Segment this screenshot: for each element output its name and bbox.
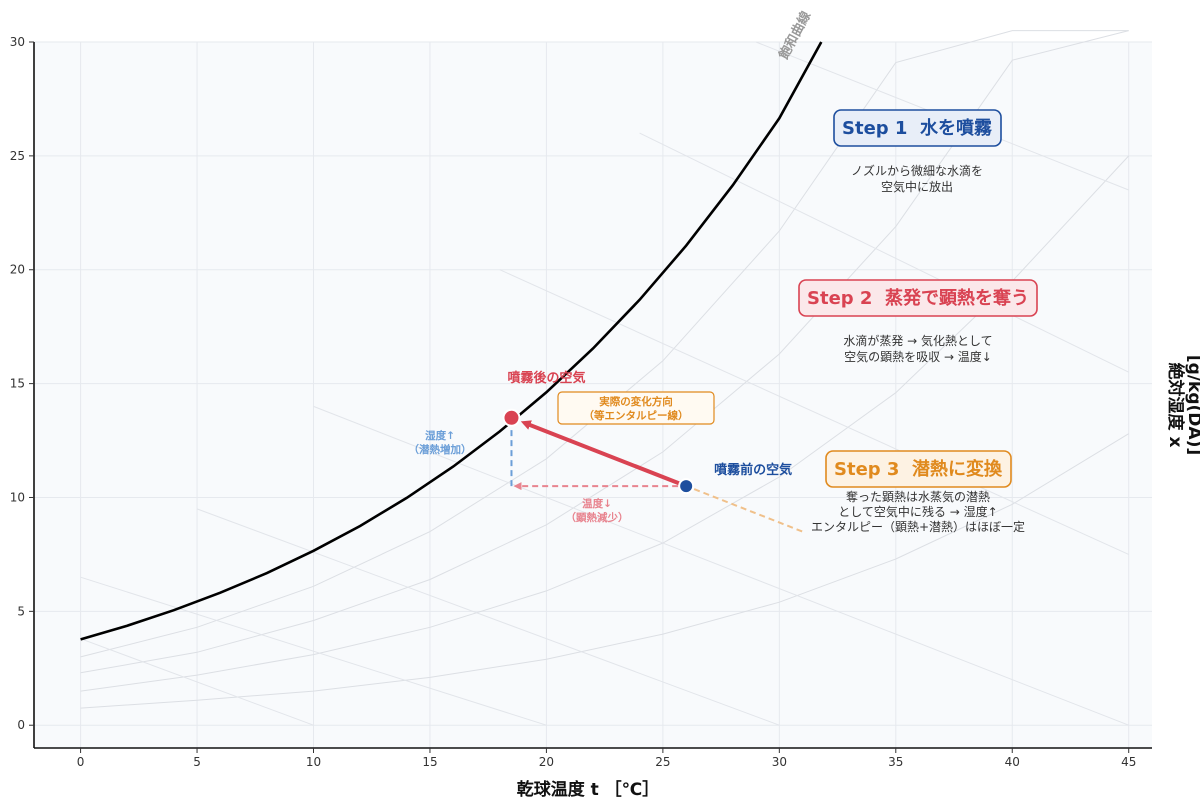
temperature-decrease-note: 温度↓ （顕熱減少） <box>566 497 629 524</box>
point-after-spray <box>502 408 521 427</box>
step2-box <box>798 279 1038 317</box>
x-tick-label: 20 <box>539 755 554 769</box>
enthalpy-line <box>639 132 1129 373</box>
x-tick-label: 0 <box>77 755 85 769</box>
x-tick-label: 10 <box>306 755 321 769</box>
step1-title: Step 1 水を噴霧 <box>842 117 993 139</box>
actual-direction-line1: 実際の変化方向 <box>599 395 673 408</box>
change-direction-arrow <box>520 420 687 488</box>
enthalpy-line <box>80 638 314 726</box>
step3-desc-line1: 奪った顕熱は水蒸気の潜熱 <box>846 489 990 504</box>
y-tick-label: 10 <box>10 490 25 504</box>
humidity-increase-note: 湿度↑ （潜熱増加） <box>409 429 472 456</box>
step2-callout: Step 2 蒸発で顕熱を奪う 水滴が蒸発 → 気化熱として 空気の顕熱を吸収 … <box>798 279 1038 364</box>
humidity-increase-line2: （潜熱増加） <box>409 443 472 456</box>
enthalpy-line <box>196 508 780 726</box>
y-axis-title-line2: [g/kg(DA)] <box>1184 355 1200 455</box>
x-tick-label: 45 <box>1121 755 1136 769</box>
enthalpy-line <box>313 405 1129 726</box>
step3-callout: Step 3 潜熱に変換 奪った顕熱は水蒸気の潜熱 として空気中に残る → 湿度… <box>811 450 1025 534</box>
step2-desc-line2: 空気の顕熱を吸収 → 温度↓ <box>844 349 992 364</box>
x-tick-label: 5 <box>193 755 201 769</box>
y-tick-label: 0 <box>17 718 25 732</box>
step2-title: Step 2 蒸発で顕熱を奪う <box>807 287 1029 309</box>
step1-desc-line1: ノズルから微細な水滴を <box>851 163 983 178</box>
temperature-decrease-line1: 温度↓ <box>582 497 612 510</box>
relative-humidity-curve <box>80 155 1130 692</box>
before-spray-label: 噴霧前の空気 <box>714 462 792 478</box>
step1-callout: Step 1 水を噴霧 ノズルから微細な水滴を 空気中に放出 <box>833 109 1002 194</box>
step2-desc-line1: 水滴が蒸発 → 気化熱として <box>843 333 992 348</box>
actual-direction-note: 実際の変化方向 （等エンタルピー線） <box>557 391 715 425</box>
step3-desc-line3: エンタルピー（顕熱+潜熱）はほぼ一定 <box>811 519 1025 534</box>
x-tick-label: 35 <box>888 755 903 769</box>
step3-desc-line2: として空気中に残る → 湿度↑ <box>838 504 997 519</box>
step1-box <box>833 109 1002 147</box>
step3-title: Step 3 潜熱に変換 <box>834 458 1003 480</box>
y-tick-label: 15 <box>10 377 25 391</box>
saturation-curve <box>80 41 823 641</box>
y-axis-title-line1: 絶対湿度 x <box>1165 363 1186 448</box>
x-tick-label: 30 <box>772 755 787 769</box>
y-tick-label: 30 <box>10 35 25 49</box>
enthalpy-line <box>80 576 547 726</box>
x-tick-label: 40 <box>1005 755 1020 769</box>
y-tick-label: 25 <box>10 149 25 163</box>
step3-box <box>825 450 1012 488</box>
point-before-spray <box>678 478 695 495</box>
x-tick-label: 25 <box>655 755 670 769</box>
after-spray-label: 噴霧後の空気 <box>507 370 585 386</box>
x-tick-label: 15 <box>422 755 437 769</box>
axis-ticks: 0 5 10 15 20 25 30 35 40 45 0 5 10 15 20 25 30 <box>10 35 1137 769</box>
step1-desc-line2: 空気中に放出 <box>881 179 953 194</box>
humidity-increase-line1: 湿度↑ <box>425 429 455 442</box>
actual-direction-line2: （等エンタルピー線） <box>584 409 689 422</box>
x-axis-title: 乾球温度 t ［℃］ <box>517 779 660 800</box>
y-tick-label: 5 <box>17 604 25 618</box>
y-tick-label: 20 <box>10 263 25 277</box>
relative-humidity-curve <box>80 433 1129 709</box>
grid-lines <box>34 41 1152 748</box>
temperature-decrease-line2: （顕熱減少） <box>566 511 629 524</box>
actual-direction-box <box>557 391 715 425</box>
enthalpy-line <box>499 269 1129 555</box>
